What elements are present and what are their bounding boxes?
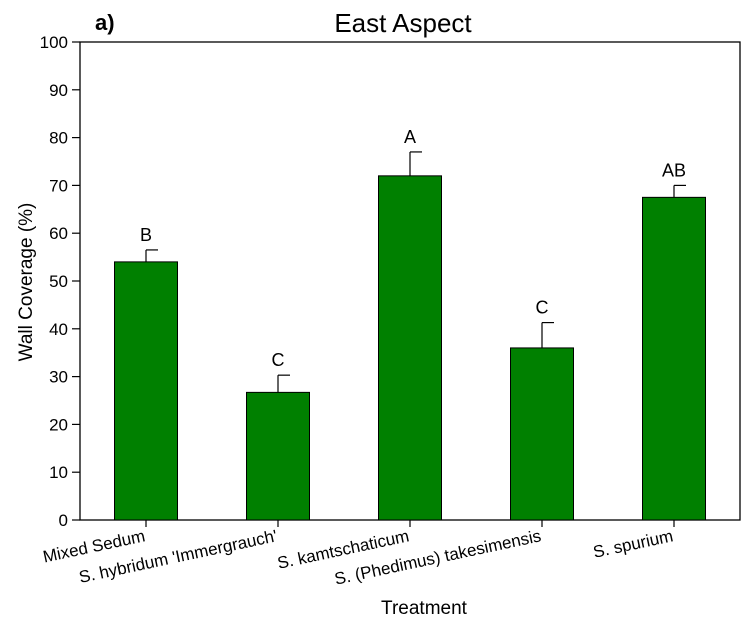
- y-tick-label: 10: [49, 463, 68, 482]
- significance-letter: C: [536, 298, 549, 318]
- significance-letter: A: [404, 127, 416, 147]
- y-tick-label: 40: [49, 320, 68, 339]
- y-tick-label: 20: [49, 415, 68, 434]
- y-tick-label: 30: [49, 368, 68, 387]
- y-tick-label: 100: [40, 33, 68, 52]
- x-tick-label: S. spurium: [591, 526, 674, 561]
- bar: [510, 347, 574, 521]
- y-tick-label: 0: [59, 511, 68, 530]
- bar: [378, 175, 442, 521]
- bar: [642, 196, 706, 521]
- significance-letter: AB: [662, 160, 686, 180]
- y-tick-label: 70: [49, 176, 68, 195]
- y-tick-label: 50: [49, 272, 68, 291]
- y-tick-label: 80: [49, 129, 68, 148]
- bar: [246, 391, 310, 521]
- y-axis-label: Wall Coverage (%): [16, 203, 37, 362]
- y-tick-label: 90: [49, 81, 68, 100]
- chart-title: East Aspect: [334, 8, 472, 38]
- y-tick-label: 60: [49, 224, 68, 243]
- significance-letter: B: [140, 225, 152, 245]
- panel-label: a): [95, 10, 115, 35]
- significance-letter: C: [272, 350, 285, 370]
- x-axis-label: Treatment: [381, 598, 468, 619]
- bar: [114, 261, 178, 521]
